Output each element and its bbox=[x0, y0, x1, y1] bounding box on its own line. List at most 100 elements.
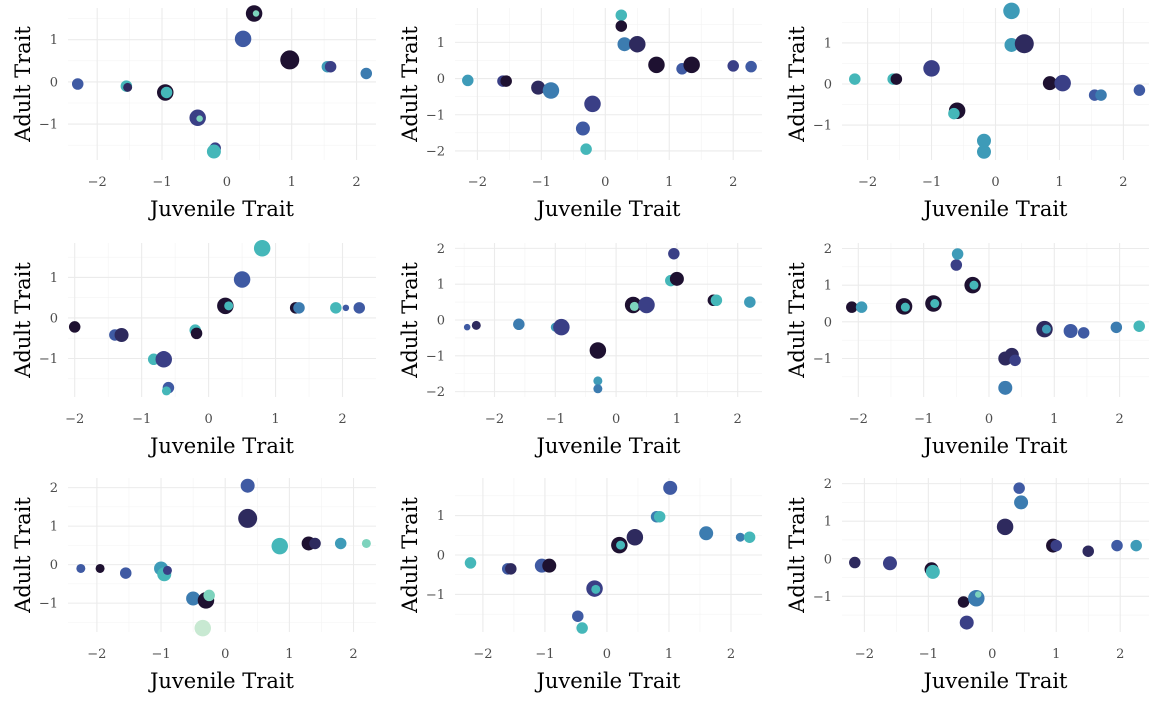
data-point bbox=[253, 240, 271, 257]
y-tick-label: 1 bbox=[824, 515, 832, 530]
x-tick-label: 1 bbox=[285, 647, 293, 662]
y-axis-title: Adult Trait bbox=[398, 497, 422, 614]
data-point bbox=[155, 351, 172, 368]
data-point bbox=[1077, 327, 1090, 339]
data-point bbox=[190, 327, 203, 340]
x-tick-label: 2 bbox=[1119, 175, 1127, 190]
data-point bbox=[1003, 2, 1020, 20]
x-tick-label: 0 bbox=[204, 412, 212, 427]
data-point bbox=[959, 615, 974, 630]
data-point bbox=[1004, 37, 1019, 52]
y-tick-label: 2 bbox=[50, 481, 58, 496]
data-point bbox=[1014, 495, 1029, 510]
y-tick-label: 0 bbox=[50, 311, 58, 326]
data-point bbox=[615, 9, 628, 21]
x-tick-label: −2 bbox=[473, 647, 492, 662]
y-tick-label: −1 bbox=[39, 597, 58, 612]
x-tick-label: −2 bbox=[485, 412, 504, 427]
y-tick-label: 0 bbox=[824, 315, 832, 330]
data-point bbox=[162, 565, 172, 575]
y-tick-label: −1 bbox=[39, 118, 58, 133]
data-point bbox=[998, 380, 1013, 395]
data-point bbox=[744, 296, 756, 308]
x-axis-title: Juvenile Trait bbox=[148, 669, 295, 693]
y-axis-title: Adult Trait bbox=[398, 26, 422, 143]
x-tick-label: −2 bbox=[858, 175, 877, 190]
data-point bbox=[589, 342, 607, 359]
data-point bbox=[1042, 76, 1057, 91]
data-point bbox=[699, 526, 714, 541]
data-point bbox=[360, 67, 373, 80]
data-point bbox=[464, 557, 477, 569]
data-point bbox=[925, 564, 940, 579]
data-point bbox=[1009, 354, 1021, 367]
data-point bbox=[160, 86, 173, 99]
y-tick-label: 2 bbox=[824, 242, 832, 257]
y-tick-label: 1 bbox=[50, 33, 58, 48]
y-tick-label: −1 bbox=[813, 119, 832, 134]
data-point bbox=[669, 271, 684, 286]
x-tick-label: 2 bbox=[338, 412, 346, 427]
data-point bbox=[1013, 482, 1025, 494]
x-tick-label: 1 bbox=[288, 175, 296, 190]
x-tick-label: 2 bbox=[349, 647, 357, 662]
data-point bbox=[1095, 89, 1107, 101]
data-point bbox=[576, 622, 588, 634]
x-axis-title: Juvenile Trait bbox=[148, 197, 295, 221]
x-tick-label: 0 bbox=[988, 647, 996, 662]
data-point bbox=[950, 259, 963, 271]
data-point bbox=[638, 296, 655, 314]
scatter-panel: −2 −1 0 1 2 −1 0 1 2 Juvenile Trait Adult Trait bbox=[11, 478, 376, 693]
data-point bbox=[186, 591, 201, 606]
data-point bbox=[1054, 74, 1071, 92]
y-tick-label: −2 bbox=[426, 385, 445, 400]
y-tick-label: 0 bbox=[437, 314, 445, 329]
data-point bbox=[531, 80, 546, 95]
data-point bbox=[1133, 84, 1146, 96]
data-point bbox=[951, 248, 964, 260]
data-point bbox=[629, 35, 646, 53]
x-tick-label: −1 bbox=[914, 412, 933, 427]
x-tick-label: 0 bbox=[601, 175, 609, 190]
x-tick-label: 1 bbox=[1050, 412, 1058, 427]
data-point bbox=[206, 144, 221, 159]
data-point bbox=[743, 531, 756, 543]
x-tick-label: 0 bbox=[221, 647, 229, 662]
data-point bbox=[974, 591, 982, 598]
data-point bbox=[629, 301, 639, 311]
x-axis-title: Juvenile Trait bbox=[534, 434, 681, 458]
data-point bbox=[334, 537, 347, 550]
scatter-panel: −2 −1 0 1 2 −1 0 1 Juvenile Trait Adult Trait bbox=[11, 240, 376, 458]
y-axis-title: Adult Trait bbox=[11, 497, 35, 614]
y-tick-label: 2 bbox=[437, 242, 445, 257]
x-tick-label: 0 bbox=[223, 175, 231, 190]
data-point bbox=[123, 82, 133, 92]
data-point bbox=[930, 299, 940, 308]
data-point bbox=[238, 508, 258, 528]
data-point bbox=[584, 95, 601, 113]
y-tick-label: 0 bbox=[437, 72, 445, 87]
y-tick-label: 1 bbox=[50, 520, 58, 535]
x-tick-label: 1 bbox=[673, 412, 681, 427]
data-point bbox=[745, 60, 757, 73]
data-point bbox=[593, 384, 603, 394]
data-point bbox=[617, 37, 632, 52]
data-point bbox=[849, 73, 861, 85]
x-tick-label: 0 bbox=[612, 412, 620, 427]
data-point bbox=[591, 584, 601, 594]
data-point bbox=[513, 318, 525, 331]
scatter-panel: −2 −1 0 1 2 −1 0 1 2 Juvenile Trait Adult Trait bbox=[785, 242, 1149, 458]
data-point bbox=[593, 376, 603, 386]
data-point bbox=[976, 144, 991, 159]
data-point bbox=[542, 558, 557, 573]
data-point bbox=[653, 510, 666, 523]
data-point bbox=[234, 30, 252, 48]
data-point bbox=[500, 75, 512, 87]
data-point bbox=[68, 321, 81, 333]
x-tick-label: −1 bbox=[532, 175, 551, 190]
x-tick-label: −2 bbox=[849, 412, 868, 427]
y-tick-label: 0 bbox=[50, 75, 58, 90]
x-tick-label: 1 bbox=[665, 175, 673, 190]
data-point bbox=[996, 518, 1014, 536]
data-point bbox=[1050, 539, 1063, 552]
